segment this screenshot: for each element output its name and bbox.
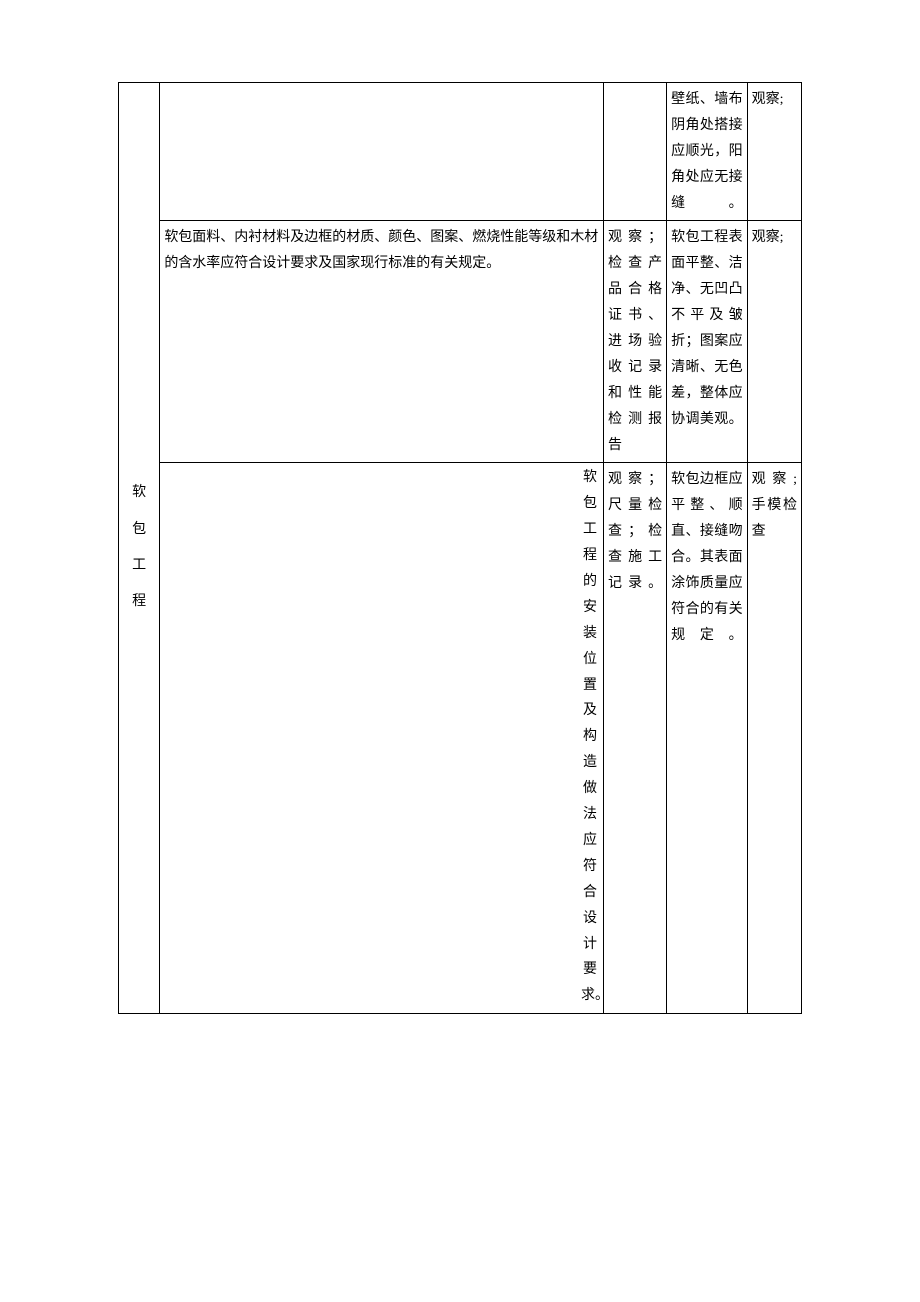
page: 软包工程 壁纸、墙布阴角处搭接应顺光，阳角处应无接缝。 观察; 软包面料、内衬材… (0, 0, 920, 1096)
cell-method2: 观察; (747, 83, 801, 221)
category-cell: 软包工程 (119, 83, 160, 1014)
cell-main (160, 83, 604, 221)
spec-table: 软包工程 壁纸、墙布阴角处搭接应顺光，阳角处应无接缝。 观察; 软包面料、内衬材… (118, 82, 802, 1014)
table-row: 软包工程 壁纸、墙布阴角处搭接应顺光，阳角处应无接缝。 观察; (119, 83, 802, 221)
cell-main: 软包工程的安装位置及构造做法应符合设计要求。 (160, 463, 604, 1014)
table-row: 软包面料、内衬材料及边框的材质、颜色、图案、燃烧性能等级和木材的含水率应符合设计… (119, 221, 802, 463)
cell-req: 软包边框应平整、顺直、接缝吻合。其表面涂饰质量应符合的有关规定。 (667, 463, 747, 1014)
cell-req: 软包工程表面平整、洁净、无凹凸不平及皱折；图案应清晰、无色差，整体应协调美观。 (667, 221, 747, 463)
category-label: 软包工程 (123, 475, 155, 621)
cell-method2: 观察; (747, 221, 801, 463)
cell-method2: 观察;手模检查 (747, 463, 801, 1014)
cell-req: 壁纸、墙布阴角处搭接应顺光，阳角处应无接缝。 (667, 83, 747, 221)
table-row: 软包工程的安装位置及构造做法应符合设计要求。 观察；尺量检查；检查施工记录。 软… (119, 463, 802, 1014)
cell-main-left (164, 465, 577, 1009)
cell-main: 软包面料、内衬材料及边框的材质、颜色、图案、燃烧性能等级和木材的含水率应符合设计… (160, 221, 604, 463)
cell-method1: 观察；检查产品合格证书、进场验收记录和性能检测报告 (604, 221, 667, 463)
cell-method1 (604, 83, 667, 221)
cell-method1: 观察；尺量检查；检查施工记录。 (604, 463, 667, 1014)
cell-main-right: 软包工程的安装位置及构造做法应符合设计要求。 (577, 465, 599, 1009)
